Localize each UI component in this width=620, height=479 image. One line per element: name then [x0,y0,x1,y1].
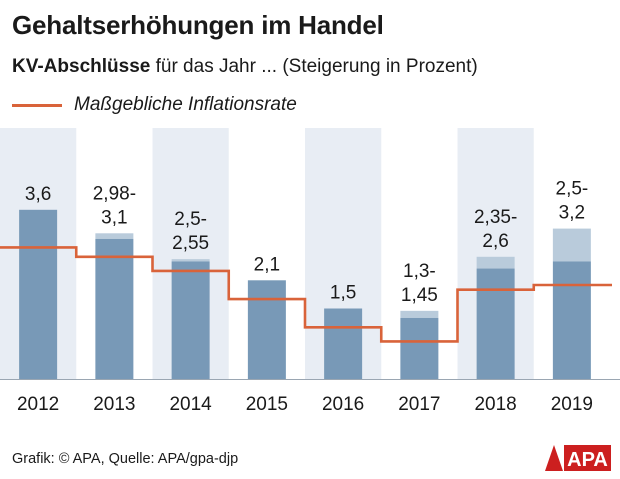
legend-label: Maßgebliche Inflationsrate [74,94,297,115]
source-footer: Grafik: © APA, Quelle: APA/gpa-djp [12,451,239,467]
value-label-2013: 2,98- [93,183,136,204]
chart-title: Gehaltserhöhungen im Handel [12,10,384,40]
bar-2019 [552,261,591,379]
apa-logo: APA [545,445,611,471]
value-label-2018: 2,6 [482,231,508,252]
x-tick-label-2016: 2016 [322,394,364,415]
value-label-2014: 2,5- [174,209,207,230]
x-tick-label-2012: 2012 [17,394,59,415]
bar-range-2018 [476,256,515,269]
chart-subtitle: KV-Abschlüsse für das Jahr ... (Steigeru… [12,56,478,78]
value-label-2018: 2,35- [474,207,517,228]
bar-chart: 3,6 2,98- 3,1 2,5- 2,55 2,1 1,5 1,3- 1,45 2,35- 2,… [0,128,620,415]
value-label-2017: 1,45 [401,285,438,306]
x-tick-label-2017: 2017 [398,394,440,415]
bar-2012 [19,209,58,379]
bar-range-2013 [95,233,134,239]
x-tick-label-2014: 2014 [169,394,212,415]
legend-line-swatch [12,103,62,107]
value-label-2013: 3,1 [101,207,127,228]
logo-text: APA [567,449,608,471]
value-label-2012: 3,6 [25,184,51,205]
x-tick-label-2018: 2018 [474,394,516,415]
bar-2017 [400,317,439,379]
value-label-2015: 2,1 [254,254,280,275]
subtitle-rest: für das Jahr ... (Steigerung in Prozent) [150,56,478,77]
bar-2016 [324,308,363,379]
x-tick-label-2019: 2019 [551,394,593,415]
logo-block [564,445,611,471]
x-tick-label-2013: 2013 [93,394,135,415]
x-tick-label-2015: 2015 [246,394,288,415]
bar-2015 [247,280,286,379]
value-label-2019: 3,2 [559,203,585,224]
bar-range-2014 [171,259,210,262]
bar-range-2017 [400,310,439,318]
value-label-2019: 2,5- [556,179,589,200]
value-label-2014: 2,55 [172,233,209,254]
bar-2013 [95,238,134,379]
value-label-2016: 1,5 [330,283,356,304]
value-label-2017: 1,3- [403,261,436,282]
bar-2014 [171,261,210,379]
bar-range-2019 [552,228,591,262]
bar-2018 [476,268,515,379]
inflation-step-line [0,246,612,343]
logo-triangle [545,445,563,471]
subtitle-bold: KV-Abschlüsse [12,56,151,77]
legend: Maßgebliche Inflationsrate [12,93,297,117]
